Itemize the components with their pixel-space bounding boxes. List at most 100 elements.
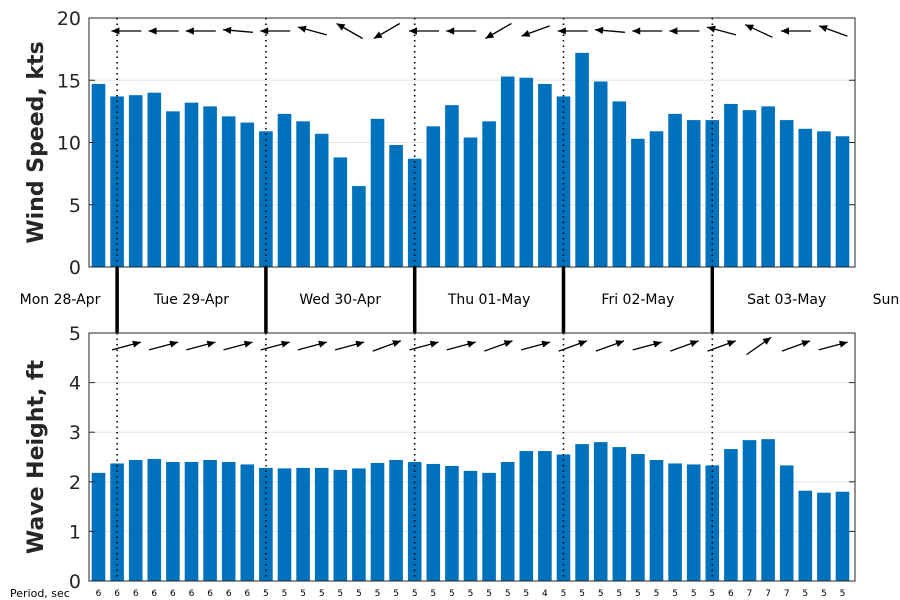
wave-height-bar <box>556 454 571 581</box>
day-label: Mon 28-Apr <box>20 292 101 308</box>
wave-height-tick-label: 0 <box>69 571 81 593</box>
period-value: 5 <box>430 589 436 599</box>
wave-height-direction-arrow <box>223 340 253 351</box>
wind-speed-tick-label: 20 <box>57 8 81 30</box>
wind-speed-bar <box>166 111 180 267</box>
period-value: 5 <box>393 589 399 599</box>
period-value: 5 <box>802 589 808 599</box>
wave-height-direction-arrow <box>520 340 551 351</box>
period-value: 6 <box>170 589 176 599</box>
wave-height-direction-arrow <box>670 340 699 352</box>
wind-speed-bar <box>593 81 608 268</box>
wind-speed-bar <box>817 131 831 267</box>
wave-height-bar <box>91 472 106 581</box>
period-value: 7 <box>784 589 790 599</box>
wind-speed-bar <box>612 101 627 267</box>
wind-speed-direction-arrow <box>260 27 291 35</box>
wave-height-bar <box>724 449 738 581</box>
wave-height-bar <box>445 465 459 581</box>
wind-speed-bar <box>556 96 571 267</box>
wave-height-bar <box>631 454 645 581</box>
period-value: 5 <box>840 589 846 599</box>
wind-speed-direction-arrow <box>185 27 216 35</box>
wave-height-bars <box>91 439 850 581</box>
wind-speed-bar <box>128 95 143 267</box>
period-value: 5 <box>282 589 288 599</box>
wave-height-direction-arrow <box>558 340 588 352</box>
wave-height-bar <box>686 464 701 581</box>
period-value: 5 <box>505 589 511 599</box>
wind-speed-bar <box>110 96 124 267</box>
day-label-band: Mon 28-Apr Tue 29-Apr Wed 30-Apr Thu 01-May… <box>20 267 899 333</box>
period-value: 5 <box>263 589 269 599</box>
wind-speed-bar <box>742 110 757 267</box>
wave-height-bar <box>203 459 217 581</box>
wind-speed-y-ticks: 0 5 10 15 20 <box>57 8 855 279</box>
wave-direction-arrows <box>111 336 848 356</box>
wave-height-y-ticks: 0 1 2 3 4 5 <box>69 323 855 593</box>
period-value: 5 <box>616 589 622 599</box>
period-value: 6 <box>114 589 120 599</box>
period-value: 5 <box>449 589 455 599</box>
wind-speed-bar <box>761 106 775 268</box>
wave-height-y-label: Wave Height, ft <box>24 359 49 554</box>
wave-height-bar <box>649 459 664 581</box>
wave-height-axes-frame <box>88 332 856 582</box>
period-value: 5 <box>579 589 585 599</box>
wave-height-bar <box>147 458 162 581</box>
wave-height-bar <box>482 472 496 581</box>
wind-speed-bar <box>240 122 255 267</box>
period-value: 5 <box>709 589 715 599</box>
wind-speed-direction-arrow <box>336 22 363 40</box>
wind-speed-tick-label: 5 <box>69 195 81 217</box>
wave-height-direction-arrow <box>186 340 216 351</box>
wave-height-bar <box>128 459 143 581</box>
wave-height-direction-arrow <box>148 340 179 351</box>
wind-speed-direction-arrow <box>148 27 179 35</box>
wind-speed-direction-arrow <box>409 27 439 35</box>
period-value: 5 <box>319 589 325 599</box>
wind-speed-direction-arrow <box>111 27 142 35</box>
wind-speed-bar <box>779 120 794 267</box>
period-value: 7 <box>747 589 753 599</box>
wave-height-bar <box>370 462 385 581</box>
wind-speed-direction-arrow <box>632 27 663 35</box>
wind-speed-bar <box>259 131 273 267</box>
wind-speed-direction-arrow <box>297 25 328 36</box>
wind-speed-bar <box>221 116 236 267</box>
wind-speed-bar <box>147 92 162 267</box>
wave-height-bar <box>538 451 552 581</box>
period-value: 5 <box>598 589 604 599</box>
period-value: 6 <box>133 589 139 599</box>
wind-speed-bar <box>296 121 310 268</box>
period-value: 6 <box>728 589 734 599</box>
wave-height-tick-label: 3 <box>69 422 81 444</box>
wind-speed-bar <box>184 102 199 267</box>
wind-speed-bar <box>519 77 534 267</box>
wave-height-direction-arrow <box>297 340 328 351</box>
period-value: 6 <box>96 589 102 599</box>
wind-direction-arrows <box>111 22 848 40</box>
wave-height-direction-arrow <box>111 340 142 351</box>
wave-height-bar <box>835 491 850 581</box>
wind-speed-bar <box>705 120 720 267</box>
wave-height-direction-arrow <box>707 340 736 352</box>
wave-height-bar <box>798 490 813 581</box>
wave-height-bar <box>817 492 831 581</box>
wind-speed-direction-arrow <box>744 24 773 38</box>
wind-speed-direction-arrow <box>557 27 588 35</box>
wind-speed-direction-arrow <box>485 22 512 40</box>
period-value: 4 <box>542 589 548 599</box>
period-value: 5 <box>486 589 492 599</box>
wave-height-direction-arrow <box>334 340 365 351</box>
wave-height-bar <box>705 465 720 581</box>
day-label: Fri 02-May <box>601 292 674 308</box>
period-value: 6 <box>207 589 213 599</box>
wind-speed-bar <box>575 52 589 267</box>
wind-speed-direction-arrow <box>595 26 625 34</box>
wind-speed-bar <box>463 137 478 267</box>
wave-height-direction-arrow <box>632 340 662 351</box>
wave-height-bar <box>110 463 124 581</box>
wave-height-bar <box>259 467 273 581</box>
